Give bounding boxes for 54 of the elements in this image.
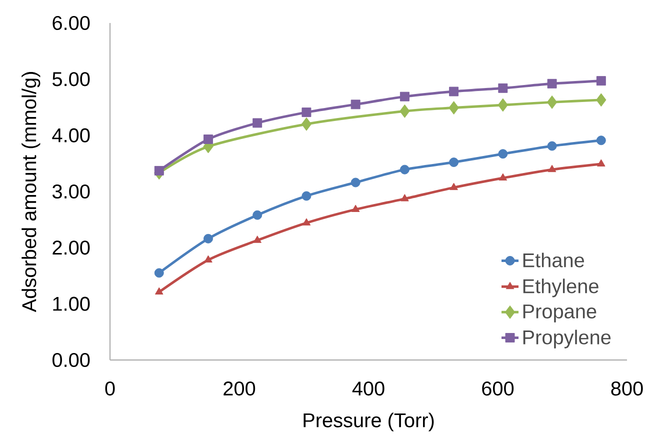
point: [498, 149, 508, 159]
point: [252, 210, 262, 220]
y-tick-label: 6.00: [52, 16, 90, 30]
point: [351, 204, 360, 212]
x-tick-label: 200: [224, 382, 256, 396]
point: [154, 287, 164, 295]
point: [498, 173, 508, 180]
point: [597, 159, 606, 166]
x-tick-label: 800: [611, 382, 643, 396]
y-axis-title: Adsorbed amount (mmol/g): [22, 72, 40, 312]
point: [204, 255, 212, 262]
point: [450, 182, 458, 190]
x-tick-label: 600: [482, 382, 514, 396]
x-axis-title: Pressure (Torr): [304, 412, 434, 432]
y-tick-label: 1.00: [53, 296, 90, 311]
point: [548, 164, 556, 172]
point: [400, 164, 410, 174]
x-tick-label: 0: [105, 382, 115, 396]
point: [498, 83, 508, 93]
point: [400, 92, 410, 102]
y-tick-label: 4.00: [52, 128, 90, 142]
point: [302, 218, 311, 226]
point: [596, 76, 606, 86]
point: [546, 95, 558, 109]
point: [596, 136, 606, 146]
point: [350, 178, 360, 188]
legend-label: Propane: [523, 304, 596, 322]
point: [449, 158, 459, 168]
point: [154, 268, 164, 278]
y-tick-label: 0.00: [52, 352, 90, 368]
legend-label: Ethylene: [523, 278, 598, 298]
point: [449, 86, 459, 96]
point: [448, 101, 459, 115]
point: [204, 234, 213, 244]
point: [547, 78, 557, 88]
y-tick-label: 3.00: [52, 184, 90, 199]
point: [547, 141, 557, 151]
point: [302, 191, 312, 201]
point: [400, 104, 410, 118]
point: [302, 108, 312, 118]
point: [596, 93, 606, 107]
point: [301, 117, 312, 131]
point: [350, 100, 360, 110]
x-tick-label: 400: [352, 382, 384, 396]
legend-label: Propylene: [523, 330, 611, 348]
y-tick-label: 2.00: [52, 240, 90, 255]
y-tick-label: 5.00: [52, 72, 90, 86]
legend-label: Ethane: [523, 252, 584, 268]
point: [253, 236, 262, 243]
point: [204, 134, 213, 144]
point: [154, 166, 164, 176]
point: [252, 118, 262, 128]
point: [400, 194, 409, 202]
point: [498, 98, 508, 112]
